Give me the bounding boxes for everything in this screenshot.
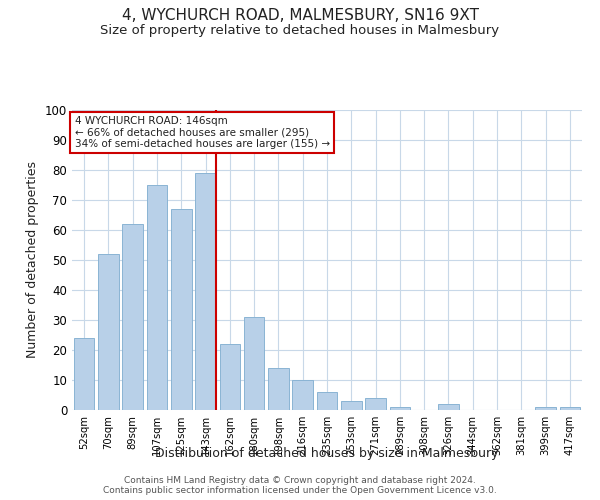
Bar [268,368,289,410]
Text: Size of property relative to detached houses in Malmesbury: Size of property relative to detached ho… [100,24,500,37]
Bar [341,401,362,410]
Bar [220,344,240,410]
Bar [244,317,265,410]
Bar [389,407,410,410]
Bar [317,392,337,410]
Bar [292,380,313,410]
Bar [560,407,580,410]
Bar [122,224,143,410]
Bar [146,185,167,410]
Bar [195,173,216,410]
Text: Distribution of detached houses by size in Malmesbury: Distribution of detached houses by size … [155,448,499,460]
Bar [74,338,94,410]
Bar [535,407,556,410]
Bar [365,398,386,410]
Bar [98,254,119,410]
Y-axis label: Number of detached properties: Number of detached properties [26,162,40,358]
Bar [438,404,459,410]
Text: Contains HM Land Registry data © Crown copyright and database right 2024.
Contai: Contains HM Land Registry data © Crown c… [103,476,497,495]
Text: 4 WYCHURCH ROAD: 146sqm
← 66% of detached houses are smaller (295)
34% of semi-d: 4 WYCHURCH ROAD: 146sqm ← 66% of detache… [74,116,329,149]
Text: 4, WYCHURCH ROAD, MALMESBURY, SN16 9XT: 4, WYCHURCH ROAD, MALMESBURY, SN16 9XT [121,8,479,22]
Bar [171,209,191,410]
